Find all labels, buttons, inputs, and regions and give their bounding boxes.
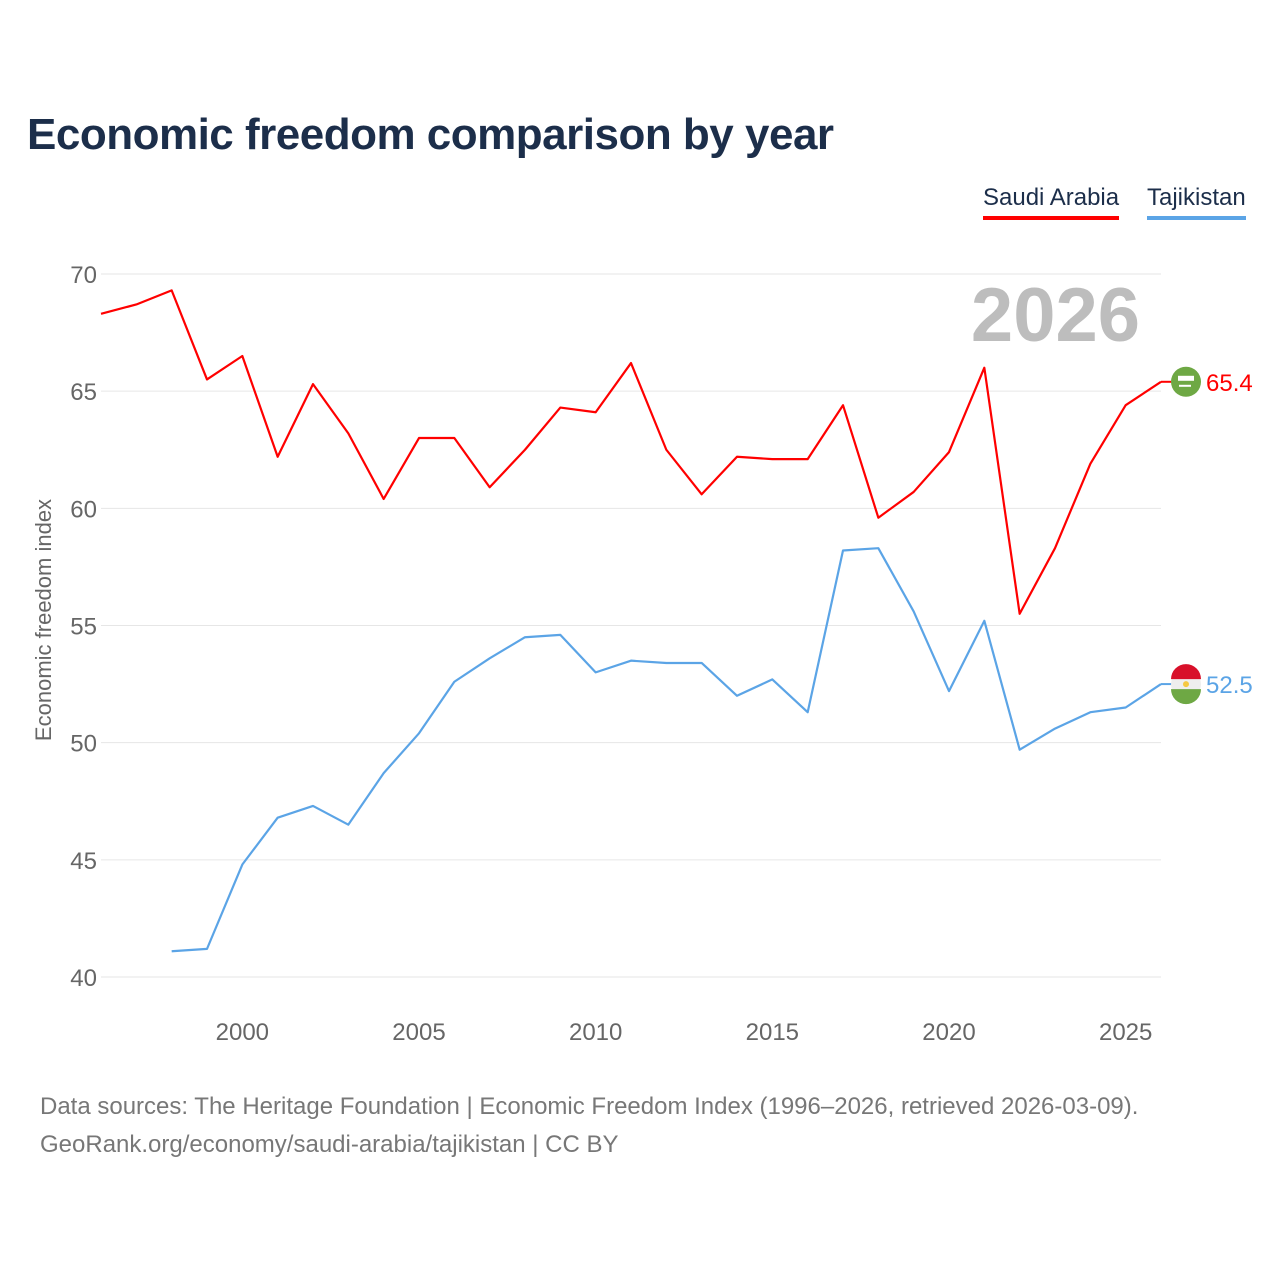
source-link[interactable]: GeoRank.org/economy/saudi-arabia/tajikis… xyxy=(40,1131,619,1158)
data-point xyxy=(1052,726,1058,732)
data-point xyxy=(699,660,705,666)
flag-green-band xyxy=(1171,689,1201,705)
x-tick-label: 2025 xyxy=(1099,1019,1152,1046)
data-point xyxy=(946,449,952,455)
data-point xyxy=(911,489,917,495)
data-point xyxy=(169,287,175,293)
x-tick-label: 2005 xyxy=(392,1019,445,1046)
data-point xyxy=(946,688,952,694)
flag-red-band xyxy=(1171,664,1201,680)
x-tick-label: 2020 xyxy=(922,1019,975,1046)
data-point xyxy=(345,430,351,436)
legend-saudi-arabia[interactable]: Saudi Arabia xyxy=(983,184,1120,220)
data-point xyxy=(169,948,175,954)
y-tick-label: 55 xyxy=(70,614,97,641)
data-point xyxy=(345,822,351,828)
y-tick-label: 40 xyxy=(70,965,97,992)
data-point xyxy=(275,454,281,460)
data-point xyxy=(381,770,387,776)
year-watermark: 2026 xyxy=(971,273,1140,358)
data-point xyxy=(310,381,316,387)
data-point xyxy=(911,608,917,614)
data-point xyxy=(734,693,740,699)
data-point xyxy=(239,353,245,359)
data-point xyxy=(204,946,210,952)
data-point xyxy=(1017,611,1023,617)
flag-sword xyxy=(1179,384,1191,387)
data-point xyxy=(98,311,104,317)
data-point xyxy=(981,618,987,624)
flag-script xyxy=(1178,375,1194,381)
data-point xyxy=(840,402,846,408)
data-point xyxy=(133,301,139,307)
data-point xyxy=(451,679,457,685)
data-point xyxy=(239,862,245,868)
data-point xyxy=(451,435,457,441)
legend-tajikistan[interactable]: Tajikistan xyxy=(1147,184,1246,220)
data-point xyxy=(593,409,599,415)
x-tick-label: 2010 xyxy=(569,1019,622,1046)
data-point xyxy=(1052,545,1058,551)
data-point xyxy=(734,454,740,460)
data-point xyxy=(522,447,528,453)
data-point xyxy=(593,669,599,675)
data-point xyxy=(1087,461,1093,467)
data-point xyxy=(840,548,846,554)
saudi-arabia-flag-icon xyxy=(1171,366,1201,397)
data-point xyxy=(1017,747,1023,753)
data-point xyxy=(487,484,493,490)
data-point xyxy=(805,456,811,462)
data-point xyxy=(487,655,493,661)
data-point xyxy=(663,447,669,453)
y-tick-label: 50 xyxy=(70,731,97,758)
y-tick-label: 45 xyxy=(70,848,97,875)
data-point xyxy=(805,709,811,715)
data-point xyxy=(1123,705,1129,711)
footer: Data sources: The Heritage Foundation | … xyxy=(40,1088,1138,1164)
chart-title: Economic freedom comparison by year xyxy=(27,110,834,159)
x-tick-label: 2000 xyxy=(216,1019,269,1046)
series-line-tajikistan xyxy=(171,547,1162,953)
data-point xyxy=(875,545,881,551)
data-point xyxy=(416,435,422,441)
end-value-label: 52.5 xyxy=(1206,672,1253,699)
x-tick-label: 2015 xyxy=(746,1019,799,1046)
data-source: Data sources: The Heritage Foundation | … xyxy=(40,1093,1139,1120)
data-point xyxy=(381,496,387,502)
y-axis-label: Economic freedom index xyxy=(31,499,56,741)
data-point xyxy=(981,365,987,371)
series-line-saudi-arabia xyxy=(100,289,1162,615)
data-point xyxy=(557,632,563,638)
data-point xyxy=(1123,402,1129,408)
data-point xyxy=(310,803,316,809)
data-point xyxy=(522,634,528,640)
y-tick-label: 65 xyxy=(70,379,97,406)
data-point xyxy=(769,676,775,682)
end-value-label: 65.4 xyxy=(1206,370,1253,397)
y-tick-label: 60 xyxy=(70,496,97,523)
data-point xyxy=(628,360,634,366)
data-point xyxy=(275,815,281,821)
data-point xyxy=(875,515,881,521)
data-point xyxy=(1087,709,1093,715)
data-point xyxy=(204,376,210,382)
data-point xyxy=(628,658,634,664)
flag-crown xyxy=(1183,681,1189,688)
data-point xyxy=(699,491,705,497)
data-point xyxy=(416,730,422,736)
data-point xyxy=(663,660,669,666)
data-point xyxy=(557,405,563,411)
y-tick-label: 70 xyxy=(70,262,97,289)
data-point xyxy=(769,456,775,462)
